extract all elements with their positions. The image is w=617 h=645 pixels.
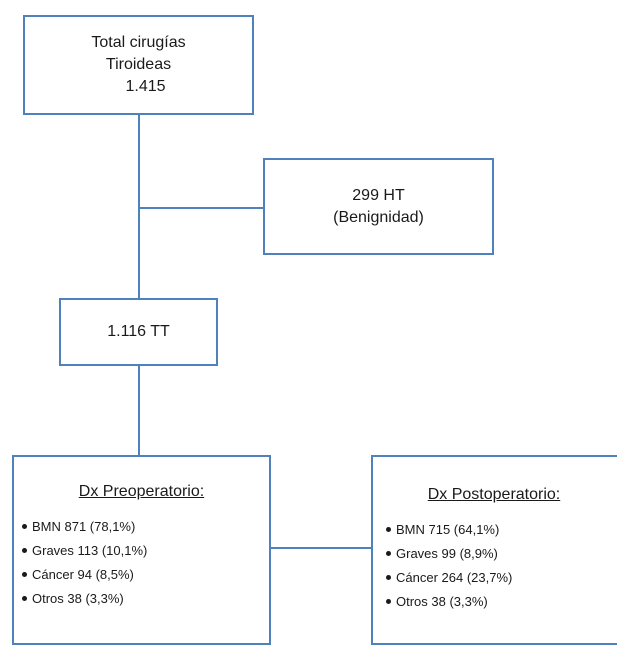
ht-box: 299 HT (Benignidad) (263, 158, 494, 255)
bullet-icon (22, 596, 27, 602)
bullet-icon (386, 551, 391, 557)
postoperative-list: BMN 715 (64,1%) Graves 99 (8,9%) Cáncer … (386, 518, 512, 614)
list-item: BMN 871 (78,1%) (22, 515, 147, 539)
list-item: Graves 113 (10,1%) (22, 539, 147, 563)
total-label-line2: Tiroideas (105, 56, 172, 73)
bullet-icon (386, 527, 391, 533)
total-count: 1.415 (125, 78, 166, 95)
preoperative-diagnosis-box: Dx Preoperatorio: BMN 871 (78,1%) Graves… (12, 455, 271, 645)
list-item: BMN 715 (64,1%) (386, 518, 512, 542)
connector-tt-to-dx (138, 365, 140, 457)
connector-preop-postop (270, 547, 373, 549)
bullet-icon (386, 599, 391, 605)
postoperative-title: Dx Postoperatorio: (427, 486, 561, 503)
list-item: Cáncer 94 (8,5%) (22, 563, 147, 587)
tt-count: 1.116 TT (107, 323, 170, 340)
list-item: Otros 38 (3,3%) (386, 590, 512, 614)
preoperative-list: BMN 871 (78,1%) Graves 113 (10,1%) Cánce… (22, 515, 147, 611)
ht-count: 299 HT (352, 186, 405, 204)
tt-box: 1.116 TT (59, 298, 218, 366)
bullet-icon (22, 572, 27, 578)
connector-to-ht (139, 207, 265, 209)
bullet-icon (22, 524, 27, 530)
bullet-icon (386, 575, 391, 581)
list-item: Graves 99 (8,9%) (386, 542, 512, 566)
preoperative-title: Dx Preoperatorio: (78, 483, 205, 500)
list-item: Cáncer 264 (23,7%) (386, 566, 512, 590)
ht-note: (Benignidad) (333, 208, 424, 226)
total-surgeries-box: Total cirugías Tiroideas 1.415 (23, 15, 254, 115)
bullet-icon (22, 548, 27, 554)
postoperative-diagnosis-box: Dx Postoperatorio: BMN 715 (64,1%) Grave… (371, 455, 617, 645)
total-label-line1: Total cirugías (91, 34, 186, 51)
list-item: Otros 38 (3,3%) (22, 587, 147, 611)
